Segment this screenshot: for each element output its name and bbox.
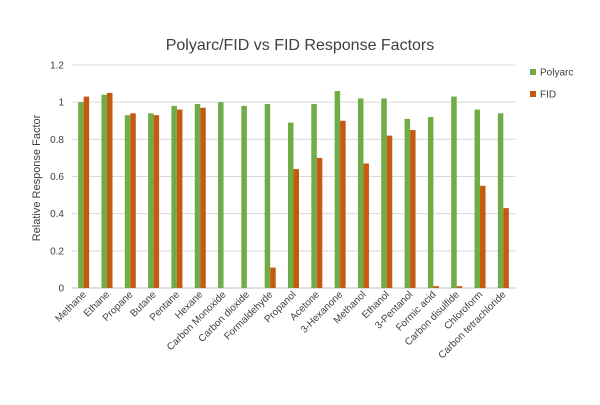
y-axis-ticks: 0 0.2 0.4 0.6 0.8 1 1.2 [50, 61, 64, 295]
y-tick-label: 0.4 [50, 209, 64, 220]
bar-polyarc-5 [194, 104, 201, 289]
bar-fid-12 [363, 163, 369, 288]
bar-fid-16 [456, 286, 463, 288]
y-tick-label: 0.2 [50, 246, 64, 257]
bar-fid-14 [410, 130, 416, 288]
bar-fid-9 [293, 169, 299, 288]
legend-swatch-fid [530, 91, 536, 97]
bar-polyarc-10 [311, 104, 317, 289]
bar-polyarc-1 [101, 94, 107, 288]
bar-polyarc-9 [288, 122, 294, 288]
y-tick-label: 0 [58, 284, 64, 295]
bar-polyarc-13 [381, 98, 387, 288]
bar-polyarc-0 [78, 102, 84, 289]
bar-polyarc-2 [124, 115, 131, 288]
bars [78, 91, 509, 289]
bar-fid-18 [503, 208, 509, 288]
bar-fid-13 [386, 135, 393, 288]
legend-label-polyarc: Polyarc [540, 68, 573, 79]
bar-polyarc-14 [404, 118, 411, 289]
bar-fid-10 [316, 157, 323, 288]
legend-label-fid: FID [540, 90, 556, 101]
bar-fid-17 [480, 185, 486, 288]
chart-title: Polyarc/FID vs FID Response Factors [166, 37, 435, 54]
y-tick-label: 0.8 [50, 135, 64, 146]
bar-polyarc-4 [171, 105, 177, 288]
bar-polyarc-3 [148, 113, 154, 288]
bar-polyarc-6 [218, 102, 224, 289]
bar-fid-5 [200, 107, 206, 288]
bar-fid-8 [270, 267, 276, 288]
legend: Polyarc FID [530, 68, 573, 101]
bar-polyarc-18 [497, 113, 504, 288]
bar-fid-2 [130, 113, 136, 288]
bar-fid-1 [106, 92, 113, 288]
x-axis: MethaneEthanePropaneButanePentaneHexaneC… [53, 289, 508, 361]
bar-polyarc-15 [427, 117, 434, 289]
y-tick-label: 0.6 [50, 172, 64, 183]
legend-swatch-polyarc [530, 69, 536, 75]
bar-polyarc-12 [357, 98, 364, 288]
bar-polyarc-17 [474, 109, 481, 288]
y-axis-label: Relative Response Factor [31, 114, 43, 241]
bar-fid-11 [340, 120, 346, 288]
bar-polyarc-8 [264, 104, 271, 289]
y-tick-label: 1 [58, 98, 64, 109]
y-tick-label: 1.2 [50, 61, 64, 72]
bar-polyarc-11 [334, 91, 341, 289]
bar-polyarc-7 [241, 105, 247, 288]
bar-fid-3 [153, 115, 160, 288]
bar-fid-15 [433, 286, 439, 288]
bar-fid-4 [176, 109, 183, 288]
bar-fid-0 [83, 96, 90, 288]
bar-polyarc-16 [451, 96, 457, 288]
